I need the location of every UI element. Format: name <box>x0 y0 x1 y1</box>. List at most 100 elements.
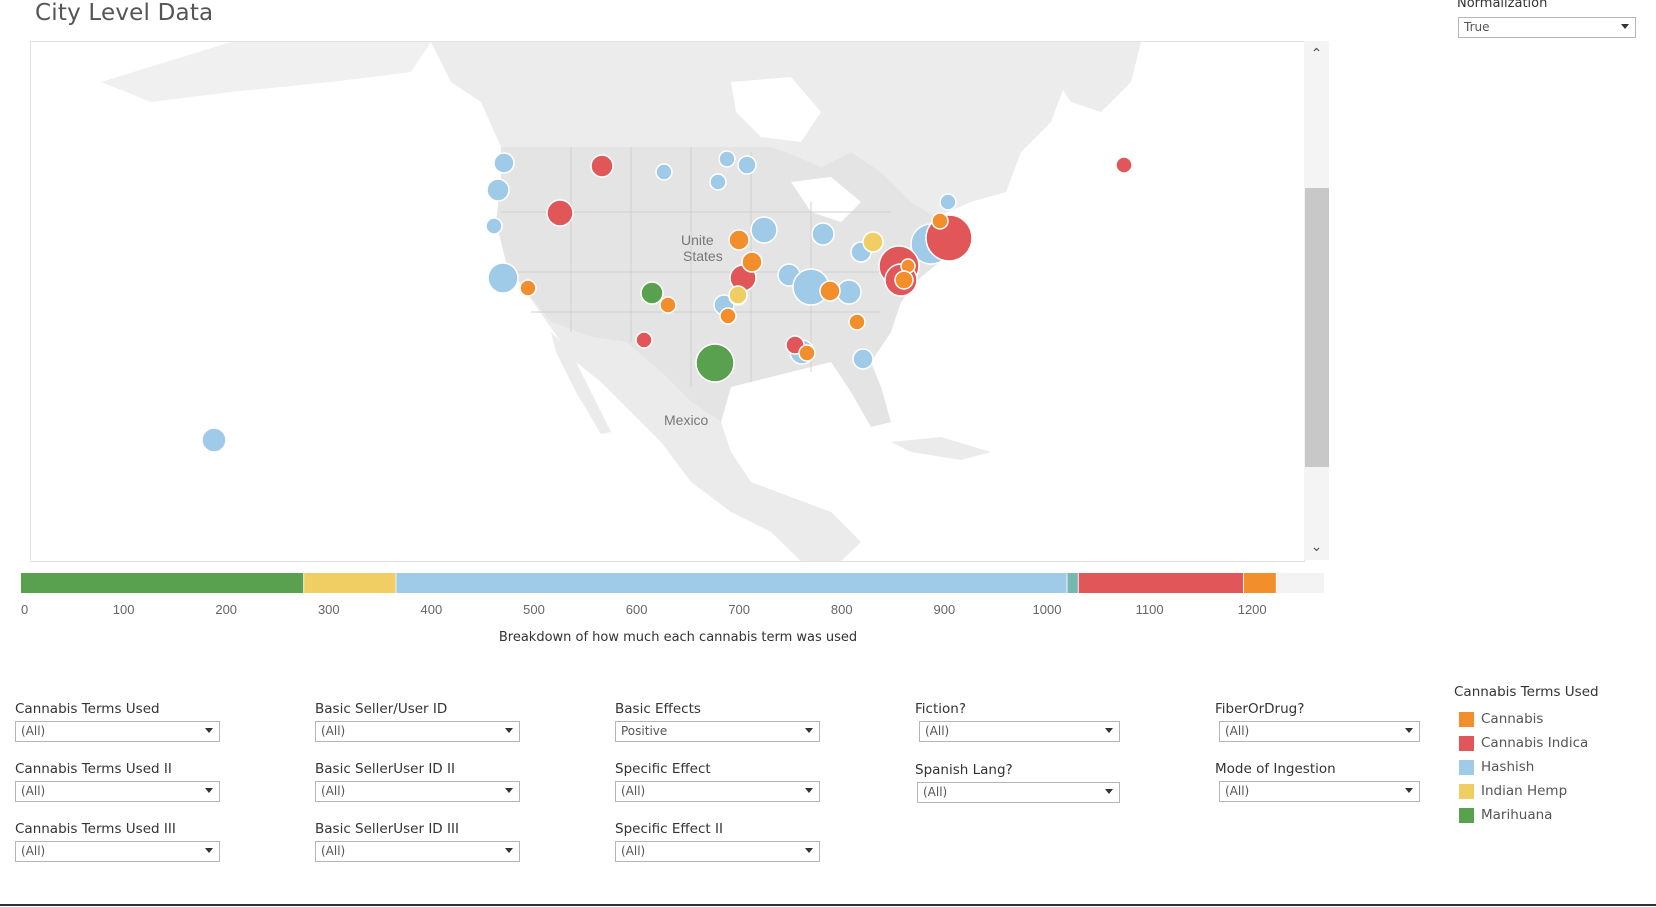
city-marker-hashish[interactable] <box>655 163 673 181</box>
scrollbar-thumb[interactable] <box>1305 188 1329 467</box>
filter-dropdown[interactable]: (All) <box>615 841 820 862</box>
legend-item-hashish[interactable]: Hashish <box>1454 755 1599 779</box>
bottom-divider <box>0 904 1656 906</box>
city-marker-cannabis[interactable] <box>741 251 763 273</box>
scroll-down-button[interactable]: ⌄ <box>1304 536 1329 558</box>
filter-dropdown[interactable]: (All) <box>315 721 520 742</box>
city-marker-cannabis[interactable] <box>848 313 866 331</box>
x-tick-label: 200 <box>215 602 237 617</box>
city-marker-hashish[interactable] <box>485 217 503 235</box>
filter-dropdown[interactable]: (All) <box>15 841 220 862</box>
city-marker-hashish[interactable] <box>486 178 510 202</box>
filter-dropdown[interactable]: (All) <box>615 781 820 802</box>
water-hudson-bay <box>731 77 821 142</box>
chevron-down-icon <box>805 788 813 793</box>
filter-cannabis-terms-used-iii: Cannabis Terms Used III (All) <box>15 821 220 862</box>
city-map[interactable]: Unite States Mexico <box>30 41 1305 562</box>
scroll-up-button[interactable]: ⌃ <box>1304 43 1329 65</box>
city-marker-hashish[interactable] <box>852 348 874 370</box>
filter-basic-seller-user-id: Basic Seller/User ID (All) <box>315 701 520 742</box>
chevron-down-icon <box>805 728 813 733</box>
color-legend: Cannabis Terms Used Cannabis Cannabis In… <box>1454 684 1599 827</box>
filter-dropdown[interactable]: (All) <box>15 781 220 802</box>
chevron-down-icon <box>205 728 213 733</box>
city-marker-marihuana[interactable] <box>640 281 664 305</box>
map-canvas[interactable]: Unite States Mexico <box>31 42 1304 561</box>
x-tick-label: 0 <box>21 602 28 617</box>
city-marker-hashish[interactable] <box>811 222 835 246</box>
city-marker-hashish[interactable] <box>493 152 515 174</box>
city-marker-hashish[interactable] <box>939 193 957 211</box>
us-label-line1: Unite <box>681 232 714 248</box>
filter-dropdown[interactable]: (All) <box>919 721 1120 742</box>
bar-segment-hashish[interactable] <box>396 573 1067 593</box>
filter-fiber-or-drug: FiberOrDrug? (All) <box>1215 701 1420 742</box>
landmass-greenland <box>1041 42 1141 112</box>
filter-label: Basic Effects <box>615 701 701 717</box>
filter-dropdown[interactable]: (All) <box>315 841 520 862</box>
bar-segment-indian-hemp[interactable] <box>304 573 396 593</box>
filter-dropdown[interactable]: (All) <box>917 782 1120 803</box>
city-marker-cannabis[interactable] <box>719 307 737 325</box>
city-marker-hashish[interactable] <box>750 216 778 244</box>
x-tick-label: 400 <box>421 602 443 617</box>
filter-label: Cannabis Terms Used <box>15 701 160 717</box>
filter-dropdown[interactable]: (All) <box>15 721 220 742</box>
city-marker-marihuana[interactable] <box>695 343 735 383</box>
x-tick-label: 500 <box>523 602 545 617</box>
normalization-value: True <box>1464 20 1490 34</box>
legend-item-indian-hemp[interactable]: Indian Hemp <box>1454 779 1599 803</box>
city-marker-hashish[interactable] <box>718 150 736 168</box>
city-marker-indian-hemp[interactable] <box>862 231 884 253</box>
dropdown-value: (All) <box>923 785 948 799</box>
bar-segment-cannabis[interactable] <box>1243 573 1276 593</box>
city-markers[interactable] <box>201 150 1133 453</box>
city-marker-cannabis[interactable] <box>894 270 914 290</box>
filter-basic-effects: Basic Effects Positive <box>615 701 820 742</box>
dropdown-value: (All) <box>621 844 646 858</box>
dropdown-value: (All) <box>21 784 46 798</box>
city-marker-cannabis[interactable] <box>819 280 841 302</box>
filter-dropdown[interactable]: Positive <box>615 721 820 742</box>
city-marker-cannabis[interactable] <box>659 296 677 314</box>
map-scrollbar[interactable]: ⌃ ⌄ <box>1304 41 1329 560</box>
city-marker-cannabis-indica[interactable] <box>1115 156 1133 174</box>
filter-dropdown[interactable]: (All) <box>315 781 520 802</box>
city-marker-cannabis[interactable] <box>519 279 537 297</box>
legend-label: Cannabis Indica <box>1481 735 1589 751</box>
legend-item-marihuana[interactable]: Marihuana <box>1454 803 1599 827</box>
city-marker-cannabis[interactable] <box>798 344 816 362</box>
chevron-down-icon <box>505 788 513 793</box>
x-tick-label: 800 <box>831 602 853 617</box>
city-marker-hashish[interactable] <box>487 262 519 294</box>
legend-item-cannabis[interactable]: Cannabis <box>1454 707 1599 731</box>
city-marker-hashish[interactable] <box>709 173 727 191</box>
chevron-down-icon <box>1105 728 1113 733</box>
city-marker-cannabis-indica[interactable] <box>635 331 653 349</box>
normalization-dropdown[interactable]: True <box>1458 17 1636 38</box>
mexico-label: Mexico <box>664 412 709 428</box>
city-marker-cannabis[interactable] <box>728 229 750 251</box>
legend-label: Marihuana <box>1481 807 1553 823</box>
filter-label: Fiction? <box>915 701 966 717</box>
filter-dropdown[interactable]: (All) <box>1219 781 1420 802</box>
legend-item-cannabis-indica[interactable]: Cannabis Indica <box>1454 731 1599 755</box>
legend-swatch <box>1459 711 1474 727</box>
city-marker-cannabis-indica[interactable] <box>590 154 614 178</box>
filter-label: Cannabis Terms Used II <box>15 761 172 777</box>
legend-title: Cannabis Terms Used <box>1454 684 1599 700</box>
city-marker-cannabis[interactable] <box>931 212 949 230</box>
filter-dropdown[interactable]: (All) <box>1219 721 1420 742</box>
x-tick-label: 900 <box>934 602 956 617</box>
bar-segment-marihuana[interactable] <box>21 573 304 593</box>
bar-segment-cannabis-indica[interactable] <box>1078 573 1243 593</box>
city-marker-hashish[interactable] <box>737 155 757 175</box>
x-tick-label: 700 <box>728 602 750 617</box>
chevron-down-icon: ⌄ <box>1310 539 1323 555</box>
city-marker-cannabis-indica[interactable] <box>546 199 574 227</box>
city-marker-hashish[interactable] <box>201 427 227 453</box>
bar-segment-other[interactable] <box>1067 573 1078 593</box>
city-marker-indian-hemp[interactable] <box>728 285 748 305</box>
filter-label: FiberOrDrug? <box>1215 701 1305 717</box>
landmass-baja <box>551 332 611 434</box>
